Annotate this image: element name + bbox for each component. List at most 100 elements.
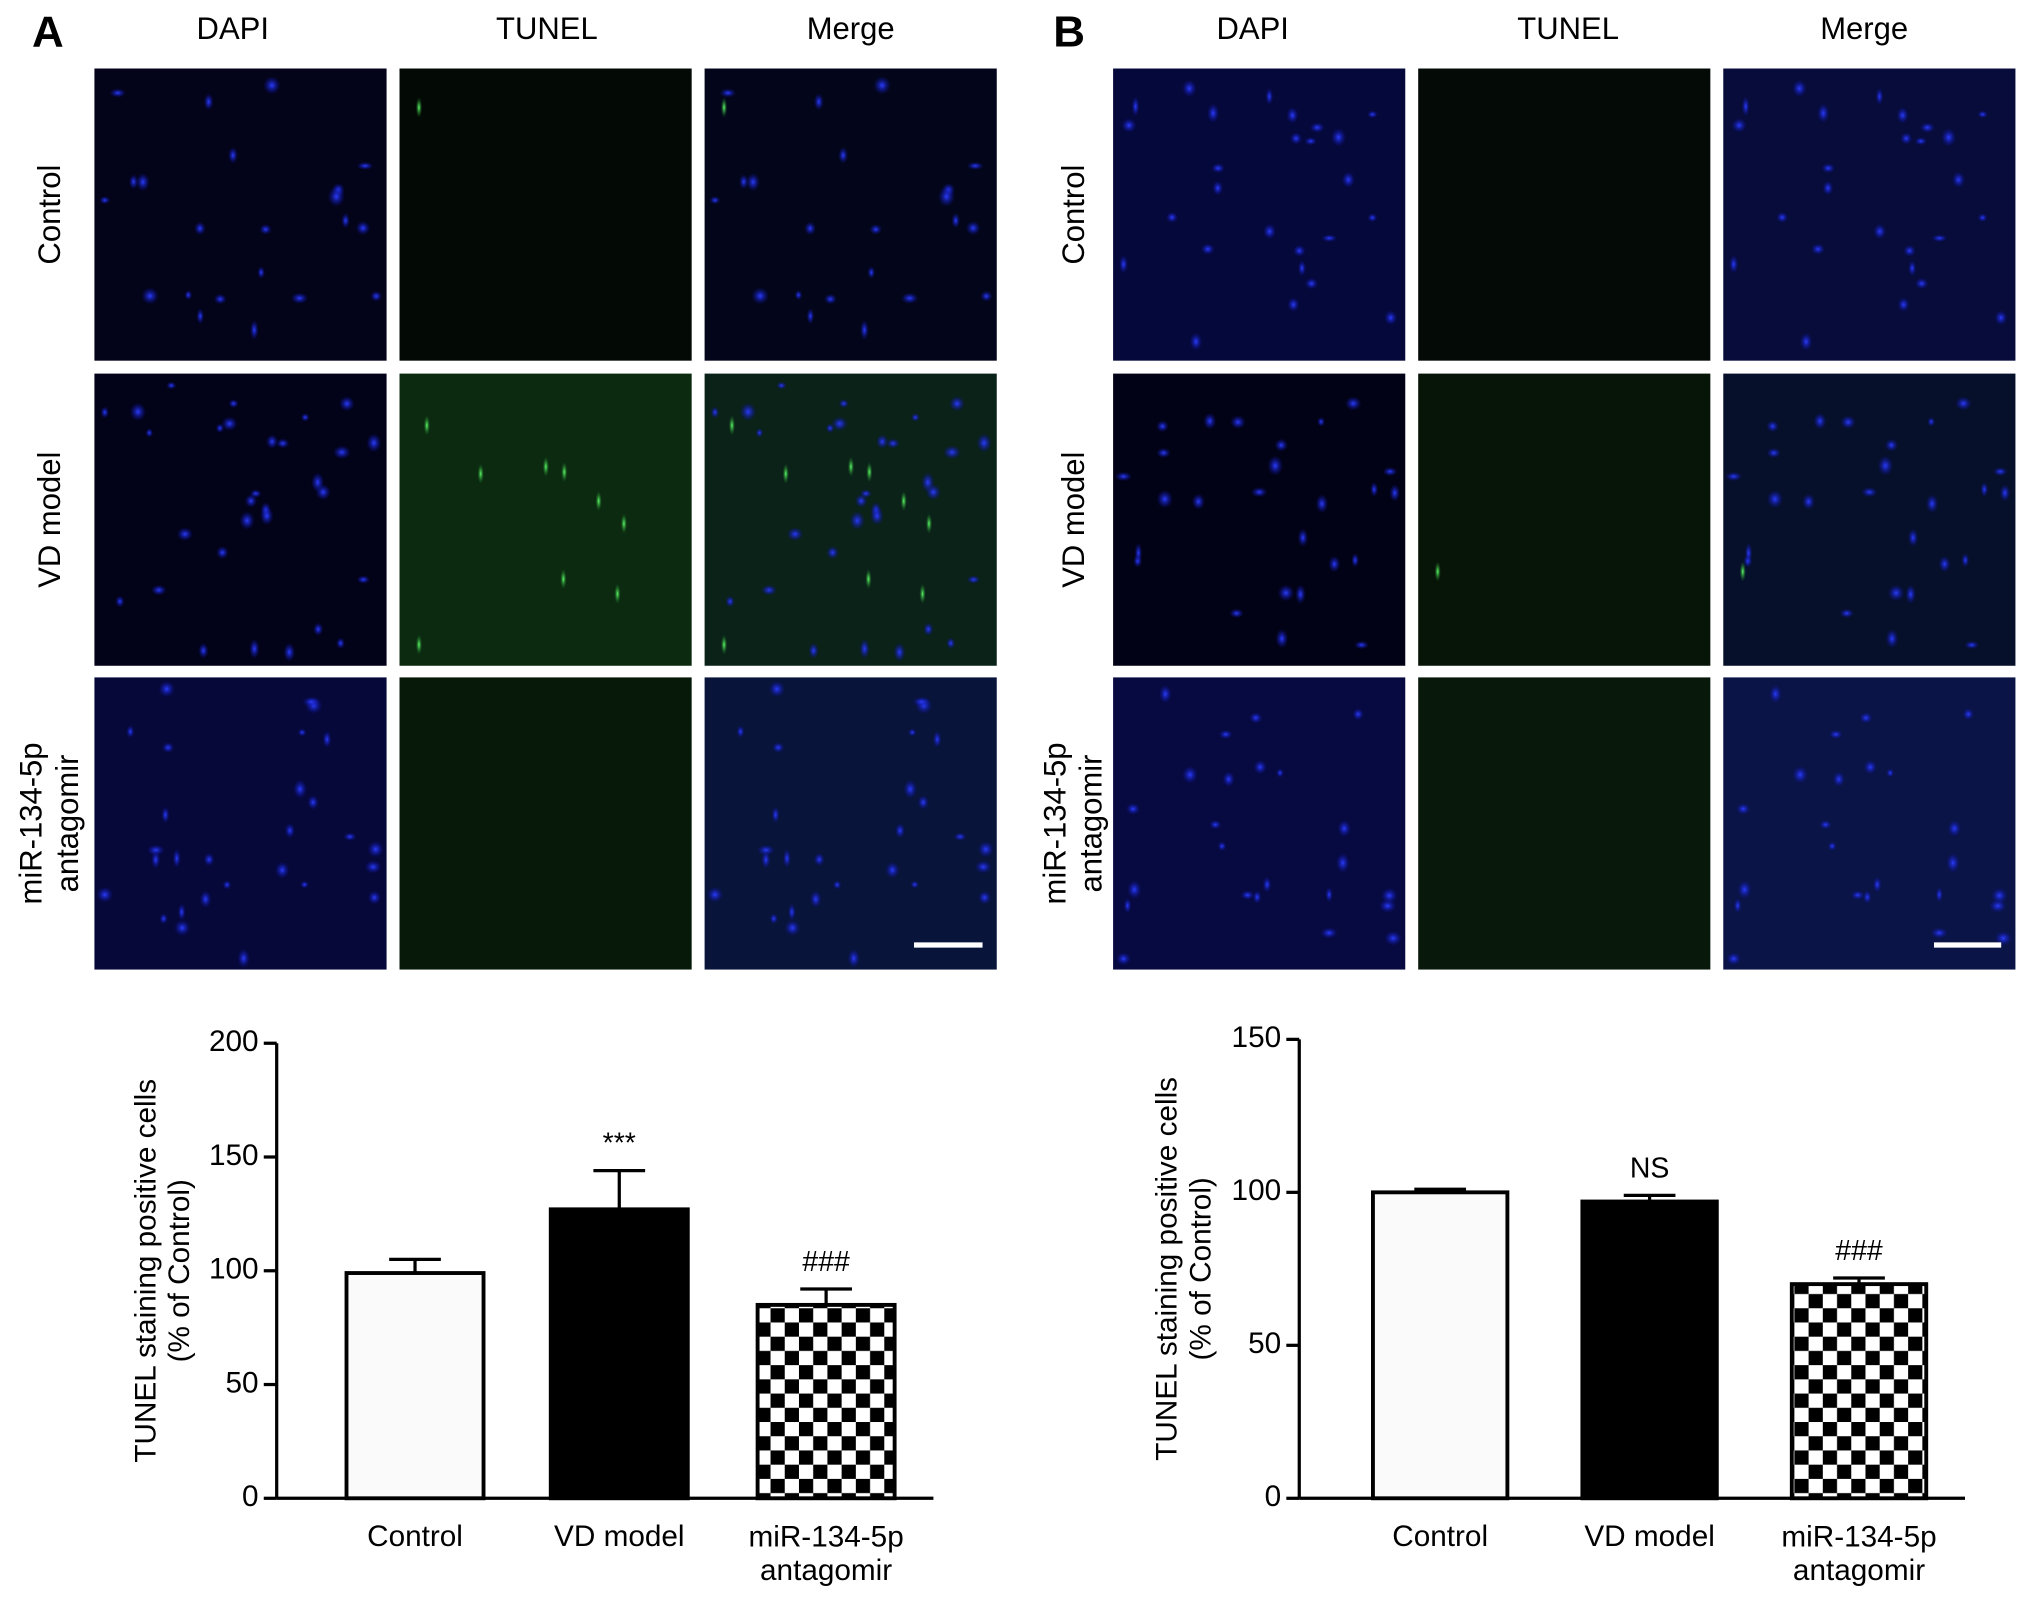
nucleus [203,852,215,867]
annotation: NS [1630,1152,1670,1184]
nucleus [1328,555,1341,573]
tunel-spot [847,456,855,478]
micrograph [1113,373,1406,666]
nucleus [158,680,175,698]
nucleus [1897,297,1910,312]
nucleus [771,742,785,753]
nucleus [1799,332,1813,351]
y-tick-label: 150 [209,1139,259,1172]
nucleus [237,948,250,968]
nucleus [150,850,161,869]
nucleus [1253,759,1268,775]
nucleus [310,472,325,493]
annotation: ### [1835,1235,1883,1267]
nucleus [894,823,906,839]
nucleus [838,146,849,164]
nucleus [1766,420,1779,433]
nucleus [951,212,961,229]
nucleus [1935,886,1944,903]
row-label: VD model [32,452,67,588]
nucleus [809,890,822,908]
x-tick-label: VD model [1584,1520,1714,1553]
nucleus [1315,494,1329,514]
micrograph-bg [704,677,997,970]
nucleus [1728,254,1739,274]
nucleus [184,289,193,301]
nucleus [1325,886,1334,903]
nucleus [794,289,803,301]
micrograph-bg [399,68,692,361]
nucleus [1743,554,1753,568]
nucleus [1905,584,1917,605]
micrograph [704,677,997,970]
nucleus [804,221,816,236]
nucleus [99,196,111,205]
nucleus [813,93,824,111]
nucleus [1156,489,1174,509]
nucleus [203,93,214,111]
nucleus [198,642,209,659]
nucleus [136,172,150,192]
nucleus [910,880,920,889]
nucleus [1925,494,1939,514]
nucleus [719,88,737,98]
nucleus [322,730,332,749]
bar [755,1302,897,1501]
nucleus [1724,471,1743,482]
nucleus [1741,96,1750,117]
column-header: TUNEL [1517,11,1619,46]
nucleus [1991,887,2008,904]
y-tick-label: 50 [226,1366,259,1399]
nucleus [364,860,382,874]
nucleus [942,445,962,460]
nucleus [1919,122,1936,133]
nucleus [290,292,309,304]
nucleus [826,545,839,560]
nucleus [1817,103,1830,124]
nucleus [1309,122,1325,133]
nucleus [1250,487,1268,498]
tunel-spot [423,415,431,436]
y-axis-title: TUNEL staining positive cells(% of Contr… [1151,1077,1218,1461]
micrograph-bg [1418,373,1711,666]
nucleus [1726,952,1742,966]
row-label: miR-134-5pantagomir [1038,742,1109,904]
nucleus [96,886,114,903]
x-tick-label: miR-134-5p antagomir [748,1520,903,1587]
nucleus [172,848,181,869]
nucleus [838,399,849,409]
nucleus [1200,243,1215,256]
nucleus [953,832,967,842]
nucleus [751,287,769,305]
nucleus [771,806,780,824]
nucleus [1265,87,1274,106]
nucleus [921,472,935,493]
nucleus [1999,484,2011,502]
nucleus [1286,106,1299,124]
nucleus [875,434,889,449]
tunel-spot [560,568,567,590]
nucleus [313,622,324,637]
nucleus [867,266,876,279]
nucleus [1776,211,1789,224]
nucleus [161,742,175,753]
nucleus [1872,876,1882,893]
column-header: DAPI [197,11,269,46]
nucleus [297,728,307,737]
nucleus [1209,819,1222,830]
nucleus [1947,819,1962,838]
nucleus [259,506,274,526]
nucleus [1731,117,1747,133]
tunel-spot [728,415,736,436]
nucleus [1802,493,1816,510]
tunel-spot [919,583,926,605]
nucleus [100,406,110,419]
nucleus [343,832,357,842]
tunel-spot [1434,561,1441,582]
nucleus [145,427,154,438]
nucleus [284,823,296,839]
micrograph [1723,68,2016,361]
nucleus [109,88,126,98]
micrograph [94,373,387,666]
nucleus [1335,852,1350,874]
